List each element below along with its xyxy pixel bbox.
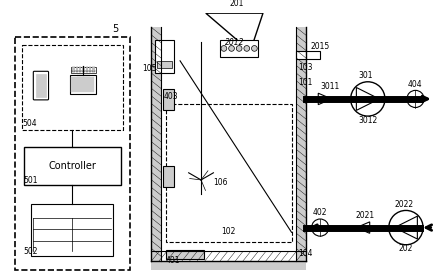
- Bar: [83, 67, 85, 68]
- Bar: [296, 27, 306, 261]
- Text: 5: 5: [112, 24, 119, 34]
- Bar: [24, 147, 121, 185]
- Text: 301: 301: [358, 71, 373, 80]
- Bar: [89, 67, 91, 68]
- Bar: [151, 261, 306, 270]
- Text: 401: 401: [166, 256, 180, 265]
- Bar: [163, 89, 174, 110]
- Bar: [86, 67, 88, 68]
- Circle shape: [229, 46, 234, 51]
- Bar: [76, 67, 78, 68]
- Bar: [92, 71, 95, 72]
- Circle shape: [236, 46, 242, 51]
- Circle shape: [389, 211, 423, 245]
- Bar: [71, 67, 96, 73]
- Bar: [89, 71, 91, 72]
- Bar: [83, 70, 85, 71]
- Text: 501: 501: [24, 176, 38, 185]
- Bar: [79, 71, 81, 72]
- Circle shape: [221, 46, 227, 51]
- Bar: [86, 70, 88, 71]
- Bar: [92, 67, 95, 68]
- Circle shape: [312, 219, 329, 236]
- Text: 402: 402: [313, 208, 327, 217]
- Bar: [76, 70, 78, 71]
- Text: 502: 502: [24, 247, 38, 256]
- Bar: [72, 71, 75, 72]
- Text: 2015: 2015: [311, 42, 330, 51]
- Text: 3011: 3011: [320, 82, 339, 91]
- Text: 2012: 2012: [225, 38, 244, 46]
- Text: 2021: 2021: [355, 211, 375, 220]
- Bar: [166, 249, 204, 259]
- Text: 105: 105: [142, 64, 156, 73]
- Text: 202: 202: [398, 244, 412, 253]
- Bar: [157, 61, 172, 68]
- Text: 103: 103: [298, 63, 313, 72]
- Text: 403: 403: [164, 92, 178, 101]
- Bar: [89, 70, 91, 71]
- Circle shape: [407, 90, 424, 108]
- Text: 2022: 2022: [394, 200, 414, 209]
- Bar: [155, 40, 174, 73]
- Bar: [72, 67, 75, 68]
- Bar: [76, 71, 78, 72]
- Bar: [32, 204, 113, 256]
- Text: 3012: 3012: [358, 116, 377, 125]
- Text: 106: 106: [214, 178, 228, 187]
- Text: Controller: Controller: [48, 161, 96, 171]
- Text: 504: 504: [22, 119, 36, 128]
- Bar: [79, 67, 81, 68]
- Circle shape: [351, 82, 385, 116]
- FancyBboxPatch shape: [36, 74, 46, 97]
- Bar: [220, 40, 258, 57]
- Bar: [70, 75, 96, 94]
- Text: 101: 101: [298, 78, 313, 87]
- Text: 201: 201: [230, 0, 244, 8]
- Text: 404: 404: [408, 80, 422, 88]
- Bar: [86, 71, 88, 72]
- Bar: [71, 77, 94, 92]
- Text: 102: 102: [222, 227, 236, 236]
- Bar: [151, 27, 161, 261]
- Bar: [72, 70, 75, 71]
- Bar: [79, 70, 81, 71]
- Text: 104: 104: [298, 249, 313, 258]
- Bar: [296, 51, 320, 59]
- Circle shape: [244, 46, 250, 51]
- Bar: [92, 70, 95, 71]
- FancyBboxPatch shape: [33, 71, 48, 100]
- Bar: [163, 166, 174, 186]
- Circle shape: [252, 46, 257, 51]
- Bar: [83, 71, 85, 72]
